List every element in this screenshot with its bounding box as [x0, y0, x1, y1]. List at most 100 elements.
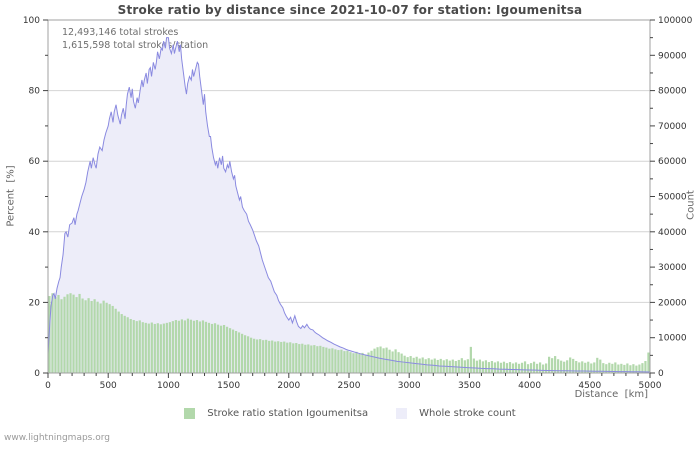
stroke-ratio-bar [364, 354, 367, 373]
stroke-ratio-bar [268, 340, 271, 373]
stroke-ratio-bar [563, 361, 566, 373]
stroke-ratio-bar [54, 297, 57, 373]
stroke-ratio-bar [499, 362, 503, 373]
stroke-ratio-bar [415, 356, 418, 373]
stroke-ratio-bar [102, 300, 105, 373]
stroke-ratio-bar [596, 357, 599, 373]
stroke-ratio-bar [295, 343, 298, 373]
x-tick-label: 500 [100, 381, 117, 391]
stroke-ratio-bar [256, 339, 259, 373]
stroke-ratio-bar [262, 340, 265, 373]
stroke-ratio-bar [496, 361, 500, 373]
stroke-ratio-bar [150, 322, 153, 373]
whole-count-legend-label: Whole stroke count [419, 408, 516, 419]
stroke-ratio-bar [566, 360, 569, 373]
stroke-ratio-bar [165, 322, 168, 373]
stroke-ratio-bar [379, 346, 382, 373]
stroke-ratio-bar [265, 339, 268, 373]
stroke-ratio-bar [322, 346, 325, 373]
stroke-ratio-bar [153, 323, 156, 373]
stroke-ratio-bar [283, 341, 286, 373]
legend-item-whole-count: Whole stroke count [396, 408, 516, 419]
stroke-ratio-bar [132, 320, 135, 373]
stroke-ratio-bar [523, 361, 527, 373]
stroke-ratio-bar [418, 358, 421, 373]
stroke-ratio-bar [222, 324, 226, 373]
stroke-ratio-bar [123, 315, 126, 373]
stroke-ratio-bar [225, 326, 229, 373]
stroke-ratio-bar [244, 335, 247, 373]
right-tick-label: 20000 [658, 298, 687, 308]
stroke-ratio-bar [340, 349, 343, 373]
right-tick-label: 80000 [658, 87, 687, 97]
stroke-ratio-bar [141, 322, 144, 373]
stroke-ratio-bar [180, 319, 183, 373]
stroke-ratio-bar [99, 303, 102, 373]
right-tick-label: 30000 [658, 263, 687, 273]
whole-stroke-count-area [48, 37, 650, 374]
stroke-ratio-bar [397, 352, 400, 373]
stroke-ratio-bar [475, 360, 478, 373]
left-tick-label: 60 [29, 157, 41, 167]
x-tick-label: 0 [45, 381, 51, 391]
stroke-ratio-bar [259, 339, 262, 373]
stroke-ratio-bar [171, 321, 174, 373]
stroke-ratio-bar [490, 361, 494, 373]
stroke-ratio-bar [406, 357, 409, 373]
right-tick-label: 50000 [658, 193, 687, 203]
totals-annotation: 12,493,146 total strokes 1,615,598 total… [62, 26, 208, 52]
stroke-ratio-bar [526, 364, 530, 373]
stroke-ratio-bar [424, 359, 427, 373]
stroke-ratio-bar [156, 323, 159, 373]
stroke-ratio-bar [599, 359, 602, 373]
stroke-ratio-bar [608, 362, 611, 373]
stroke-ratio-bar [391, 351, 394, 373]
stroke-ratio-bar [346, 350, 349, 373]
stroke-ratio-bar [484, 360, 488, 373]
stroke-ratio-bar [349, 352, 352, 373]
x-tick-label: 3000 [398, 381, 421, 391]
stroke-ratio-bar [575, 361, 578, 373]
stroke-ratio-bar [593, 362, 596, 373]
site-url-link[interactable]: www.lightningmaps.org [4, 433, 110, 443]
stroke-ratio-bar [90, 300, 93, 373]
stroke-ratio-bar [355, 351, 358, 373]
stroke-ratio-bar [463, 360, 466, 373]
right-axis-title: Count [685, 190, 697, 220]
stroke-ratio-bar [487, 362, 491, 373]
stroke-ratio-bar [274, 341, 277, 373]
stroke-ratio-bar [57, 294, 60, 373]
stroke-ratio-bar [388, 349, 391, 373]
x-tick-label: 4000 [518, 381, 541, 391]
stroke-ratio-bar [427, 358, 430, 373]
stroke-ratio-bar [403, 355, 406, 373]
stroke-ratio-bar [204, 321, 208, 373]
stroke-ratio-bar [602, 363, 605, 373]
stroke-ratio-swatch [184, 408, 196, 419]
stroke-ratio-bar [382, 348, 385, 373]
stroke-ratio-bar [87, 298, 90, 373]
stroke-ratio-bar [548, 356, 551, 373]
stroke-ratio-bar [174, 320, 177, 373]
right-tick-label: 40000 [658, 228, 687, 238]
stroke-ratio-bar [587, 361, 590, 373]
stroke-ratio-bar [557, 359, 560, 373]
right-tick-label: 60000 [658, 157, 687, 167]
stroke-ratio-bar [310, 345, 313, 373]
stroke-ratio-bar [569, 357, 572, 373]
whole-count-swatch [396, 408, 408, 419]
stroke-ratio-bar [138, 320, 141, 373]
stroke-ratio-bar [469, 346, 472, 373]
left-tick-label: 0 [34, 369, 40, 379]
stroke-ratio-bar [472, 358, 475, 373]
stroke-ratio-bar [60, 299, 63, 373]
stroke-ratio-bar [551, 358, 554, 373]
stroke-ratio-bar [508, 362, 512, 373]
right-tick-label: 70000 [658, 122, 687, 132]
stroke-ratio-bar [541, 364, 545, 373]
stroke-ratio-bar [481, 361, 484, 373]
stroke-ratio-bar [93, 299, 96, 373]
stroke-ratio-bar [234, 330, 238, 373]
stroke-ratio-bar [572, 358, 575, 373]
